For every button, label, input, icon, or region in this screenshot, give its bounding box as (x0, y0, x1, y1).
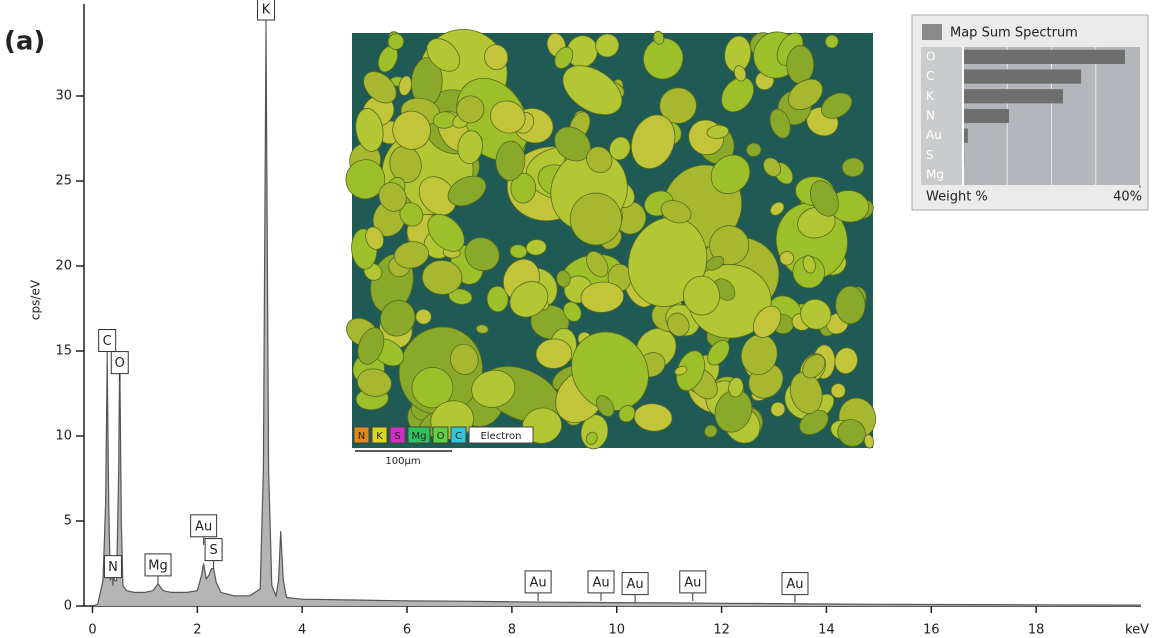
x-tick-label: 4 (298, 623, 306, 638)
map-legend-label: C (455, 431, 462, 442)
inset-category-label: N (926, 109, 935, 123)
y-axis-label: cps/eV (29, 279, 43, 320)
inset-title-swatch (922, 24, 942, 40)
map-legend-label: S (394, 431, 400, 442)
inset-x-label: Weight % (926, 190, 988, 205)
x-tick-label: 10 (608, 623, 625, 638)
x-tick-label: 14 (818, 623, 835, 638)
annotation-label: Au (627, 577, 644, 592)
annotation-label: O (115, 356, 125, 371)
annotation-label: Au (195, 519, 212, 534)
x-tick-label: 8 (508, 623, 516, 638)
annotation-label: Au (530, 575, 547, 590)
y-tick-label: 5 (64, 514, 72, 529)
inset-category-label: Au (926, 128, 942, 142)
map-particle (786, 45, 813, 83)
annotation-label: K (262, 3, 271, 18)
inset-x-tick-label: 40% (1113, 190, 1142, 205)
annotation-label: S (209, 543, 217, 558)
x-tick-label: 18 (1028, 623, 1045, 638)
map-legend-label: O (437, 431, 445, 442)
inset-category-label: O (926, 49, 935, 63)
annotation-label: Mg (148, 558, 167, 573)
x-tick-label: 16 (923, 623, 940, 638)
y-tick-label: 25 (55, 174, 72, 189)
annotation-label: Au (592, 575, 609, 590)
inset-category-label: K (926, 89, 935, 103)
x-tick-label: 0 (88, 623, 96, 638)
annotation-label: N (108, 560, 118, 575)
annotation-label: Au (684, 575, 701, 590)
inset-category-label: S (926, 148, 934, 162)
x-tick-label: 6 (403, 623, 411, 638)
map-legend-label: N (358, 431, 365, 442)
inset-bar (963, 50, 1125, 64)
scale-bar-label: 100µm (385, 456, 420, 467)
x-tick-label: 2 (193, 623, 201, 638)
annotation-label: Au (786, 577, 803, 592)
map-legend-label: Electron (480, 431, 521, 442)
map-legend-label: Mg (412, 431, 427, 442)
y-tick-label: 20 (55, 259, 72, 274)
figure: (a) 0 5 10 15 20 25 30 0 2 4 6 8 10 12 14 16 18 keV cps/eV… (0, 0, 1160, 638)
x-axis-label: keV (1125, 623, 1149, 638)
y-tick-label: 15 (55, 344, 72, 359)
inset-category-label: Mg (926, 168, 944, 182)
inset-title: Map Sum Spectrum (950, 26, 1078, 41)
x-tick-label: 12 (713, 623, 730, 638)
inset-bar (963, 69, 1081, 83)
y-tick-label: 30 (55, 89, 72, 104)
annotation-label: C (103, 334, 112, 349)
panel-label: (a) (4, 27, 45, 57)
inset-bar (963, 89, 1063, 103)
map-particle (836, 286, 866, 324)
y-tick-label: 0 (64, 599, 72, 614)
map-legend-label: K (376, 431, 383, 442)
inset-category-label: C (926, 69, 934, 83)
inset-bar (963, 109, 1009, 123)
y-tick-label: 10 (55, 429, 72, 444)
map-particle (842, 158, 864, 177)
